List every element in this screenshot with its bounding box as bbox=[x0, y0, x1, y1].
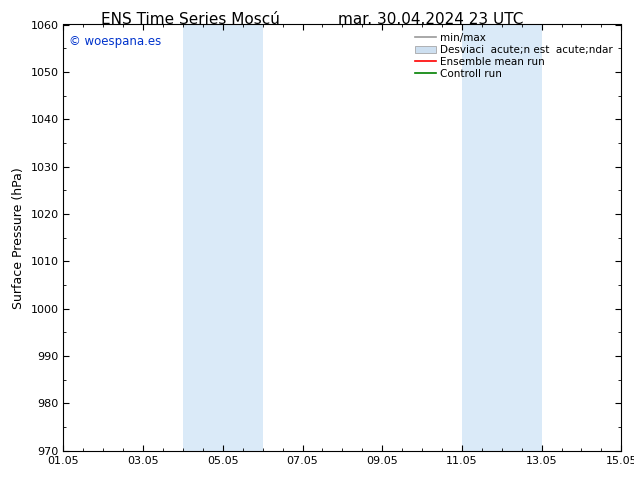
Y-axis label: Surface Pressure (hPa): Surface Pressure (hPa) bbox=[12, 167, 25, 309]
Bar bbox=[462, 24, 541, 451]
Text: ENS Time Series Moscú: ENS Time Series Moscú bbox=[101, 12, 280, 27]
Legend: min/max, Desviaci  acute;n est  acute;ndar, Ensemble mean run, Controll run: min/max, Desviaci acute;n est acute;ndar… bbox=[412, 30, 616, 82]
Text: mar. 30.04.2024 23 UTC: mar. 30.04.2024 23 UTC bbox=[339, 12, 524, 27]
Text: © woespana.es: © woespana.es bbox=[69, 35, 161, 48]
Bar bbox=[183, 24, 262, 451]
